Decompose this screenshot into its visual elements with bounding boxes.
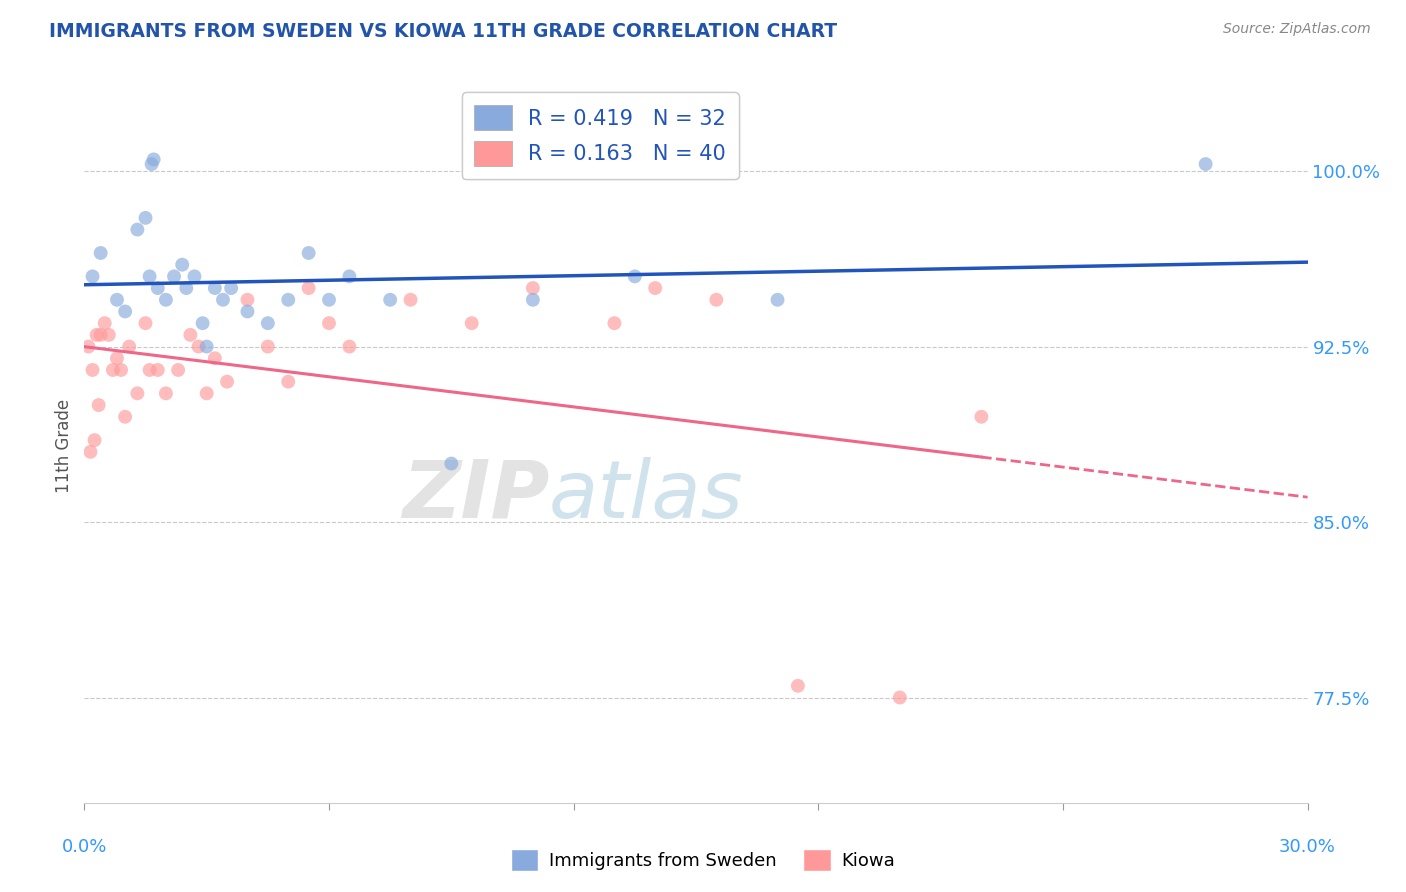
Point	[277, 293, 299, 307]
Point	[318, 293, 340, 307]
Point	[114, 304, 136, 318]
Point	[257, 316, 280, 330]
Point	[93, 316, 115, 330]
Point	[105, 351, 128, 366]
Point	[522, 281, 544, 295]
Legend: R = 0.419   N = 32, R = 0.163   N = 40: R = 0.419 N = 32, R = 0.163 N = 40	[461, 93, 738, 178]
Point	[127, 386, 149, 401]
Point	[127, 222, 149, 236]
Point	[318, 316, 340, 330]
Point	[339, 340, 361, 354]
Point	[138, 269, 160, 284]
Point	[298, 281, 321, 295]
Point	[86, 327, 108, 342]
Point	[236, 304, 259, 318]
Point	[183, 269, 205, 284]
Point	[603, 316, 626, 330]
Point	[82, 363, 104, 377]
Point	[135, 211, 157, 225]
Text: IMMIGRANTS FROM SWEDEN VS KIOWA 11TH GRADE CORRELATION CHART: IMMIGRANTS FROM SWEDEN VS KIOWA 11TH GRA…	[49, 22, 838, 41]
Point	[174, 281, 197, 295]
Legend: Immigrants from Sweden, Kiowa: Immigrants from Sweden, Kiowa	[503, 842, 903, 879]
Text: Source: ZipAtlas.com: Source: ZipAtlas.com	[1223, 22, 1371, 37]
Point	[163, 269, 186, 284]
Point	[79, 445, 101, 459]
Point	[155, 386, 177, 401]
Point	[82, 269, 104, 284]
Point	[766, 293, 789, 307]
Point	[440, 457, 463, 471]
Point	[236, 293, 259, 307]
Point	[167, 363, 190, 377]
Point	[138, 363, 160, 377]
Point	[135, 316, 157, 330]
Point	[1195, 157, 1218, 171]
Point	[217, 375, 239, 389]
Text: 30.0%: 30.0%	[1279, 838, 1336, 856]
Point	[172, 258, 194, 272]
Point	[118, 340, 141, 354]
Point	[105, 293, 128, 307]
Point	[114, 409, 136, 424]
Point	[77, 340, 100, 354]
Point	[204, 351, 226, 366]
Point	[787, 679, 810, 693]
Point	[644, 281, 666, 295]
Point	[706, 293, 728, 307]
Point	[522, 293, 544, 307]
Y-axis label: 11th Grade: 11th Grade	[55, 399, 73, 493]
Point	[187, 340, 209, 354]
Point	[889, 690, 911, 705]
Point	[298, 246, 321, 260]
Point	[146, 363, 169, 377]
Point	[339, 269, 361, 284]
Point	[624, 269, 647, 284]
Text: atlas: atlas	[550, 457, 744, 535]
Point	[399, 293, 422, 307]
Point	[146, 281, 169, 295]
Point	[257, 340, 280, 354]
Point	[461, 316, 484, 330]
Text: ZIP: ZIP	[402, 457, 550, 535]
Point	[155, 293, 177, 307]
Point	[191, 316, 214, 330]
Point	[90, 246, 112, 260]
Point	[970, 409, 993, 424]
Point	[204, 281, 226, 295]
Point	[195, 386, 218, 401]
Point	[277, 375, 299, 389]
Point	[141, 157, 163, 171]
Point	[380, 293, 402, 307]
Point	[212, 293, 235, 307]
Point	[195, 340, 218, 354]
Point	[90, 327, 112, 342]
Point	[219, 281, 242, 295]
Text: 0.0%: 0.0%	[62, 838, 107, 856]
Point	[83, 433, 105, 447]
Point	[110, 363, 132, 377]
Point	[142, 153, 165, 167]
Point	[101, 363, 124, 377]
Point	[97, 327, 120, 342]
Point	[179, 327, 201, 342]
Point	[87, 398, 110, 412]
